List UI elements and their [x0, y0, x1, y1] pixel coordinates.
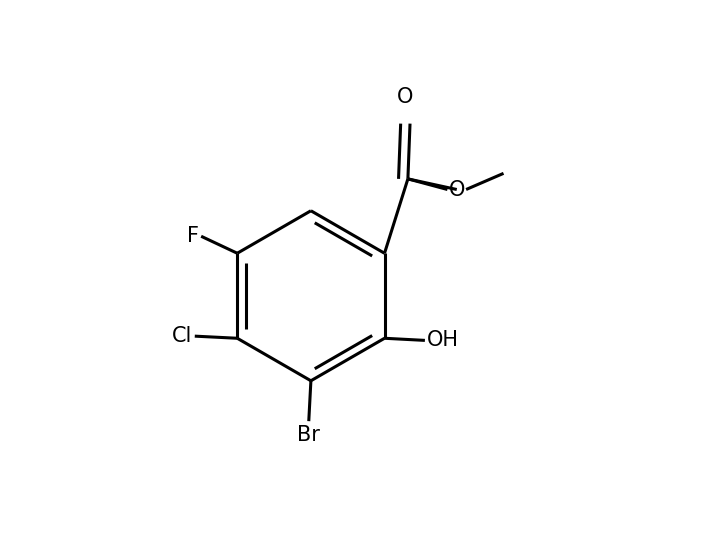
Text: F: F	[187, 226, 199, 246]
Text: OH: OH	[427, 331, 459, 351]
Text: Cl: Cl	[172, 326, 192, 346]
Text: Br: Br	[298, 426, 320, 445]
Text: O: O	[449, 179, 465, 199]
Text: O: O	[397, 87, 413, 108]
